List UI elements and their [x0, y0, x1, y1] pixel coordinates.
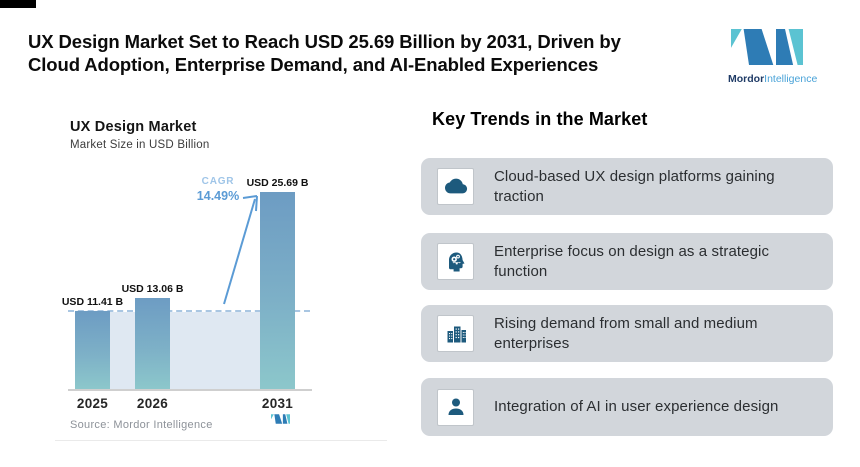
bar-value-label-2025: USD 11.41 B: [61, 296, 124, 308]
bar-value-label-2031: USD 25.69 B: [246, 177, 309, 189]
trend-text: Cloud-based UX design platforms gaining …: [494, 168, 775, 205]
key-trends-title: Key Trends in the Market: [432, 109, 648, 129]
mordor-logo-icon: [731, 29, 803, 65]
brand-word-light: Intelligence: [764, 73, 818, 85]
x-tick-2031: 2031: [261, 396, 294, 411]
bar-2025: [75, 311, 110, 389]
x-tick-2025: 2025: [76, 396, 109, 411]
cloud-icon: [444, 178, 467, 193]
panel-divider: [55, 440, 387, 441]
trend-icon-box: [437, 243, 474, 280]
trend-icon-box: [437, 168, 474, 205]
brand-word-bold: Mordor: [728, 73, 765, 85]
chart-baseline: [68, 389, 312, 391]
mordor-intelligence-logo: MordorIntelligence: [728, 29, 828, 85]
person-icon: [448, 398, 463, 415]
brand-wordmark: MordorIntelligence: [728, 73, 828, 85]
page-title: UX Design Market Set to Reach USD 25.69 …: [28, 30, 728, 76]
chart-source: Source: Mordor Intelligence: [70, 419, 213, 431]
top-left-black-strip: [0, 0, 36, 8]
trend-card-enterprise: Enterprise focus on design as a strategi…: [421, 233, 833, 290]
chart-title: UX Design Market: [70, 119, 197, 135]
trend-icon-box: [437, 315, 474, 352]
mordor-mini-logo-icon: [271, 414, 290, 424]
chart-reference-dashed-line: [68, 310, 310, 312]
trend-card-sme: Rising demand from small and medium ente…: [421, 305, 833, 362]
trend-text: Rising demand from small and medium ente…: [494, 315, 758, 352]
chart-subtitle: Market Size in USD Billion: [70, 139, 210, 151]
growth-arrow-icon: [223, 195, 258, 305]
bar-value-label-2026: USD 13.06 B: [121, 283, 184, 295]
trend-text: Enterprise focus on design as a strategi…: [494, 243, 770, 280]
bar-2031: [260, 192, 295, 389]
cagr-label: CAGR: [201, 176, 235, 187]
chart-shaded-area: [75, 312, 295, 389]
buildings-icon: [447, 326, 466, 342]
bar-2026: [135, 298, 170, 389]
trend-text: Integration of AI in user experience des…: [494, 398, 779, 416]
trend-card-ai: Integration of AI in user experience des…: [421, 378, 833, 436]
page-title-line-2: Cloud Adoption, Enterprise Demand, and A…: [28, 54, 599, 75]
x-tick-2026: 2026: [136, 396, 169, 411]
cagr-value: 14.49%: [196, 189, 240, 203]
trend-icon-box: [437, 388, 474, 426]
trend-card-cloud: Cloud-based UX design platforms gaining …: [421, 158, 833, 215]
page-title-line-1: UX Design Market Set to Reach USD 25.69 …: [28, 31, 621, 52]
head-gears-icon: [448, 252, 464, 271]
